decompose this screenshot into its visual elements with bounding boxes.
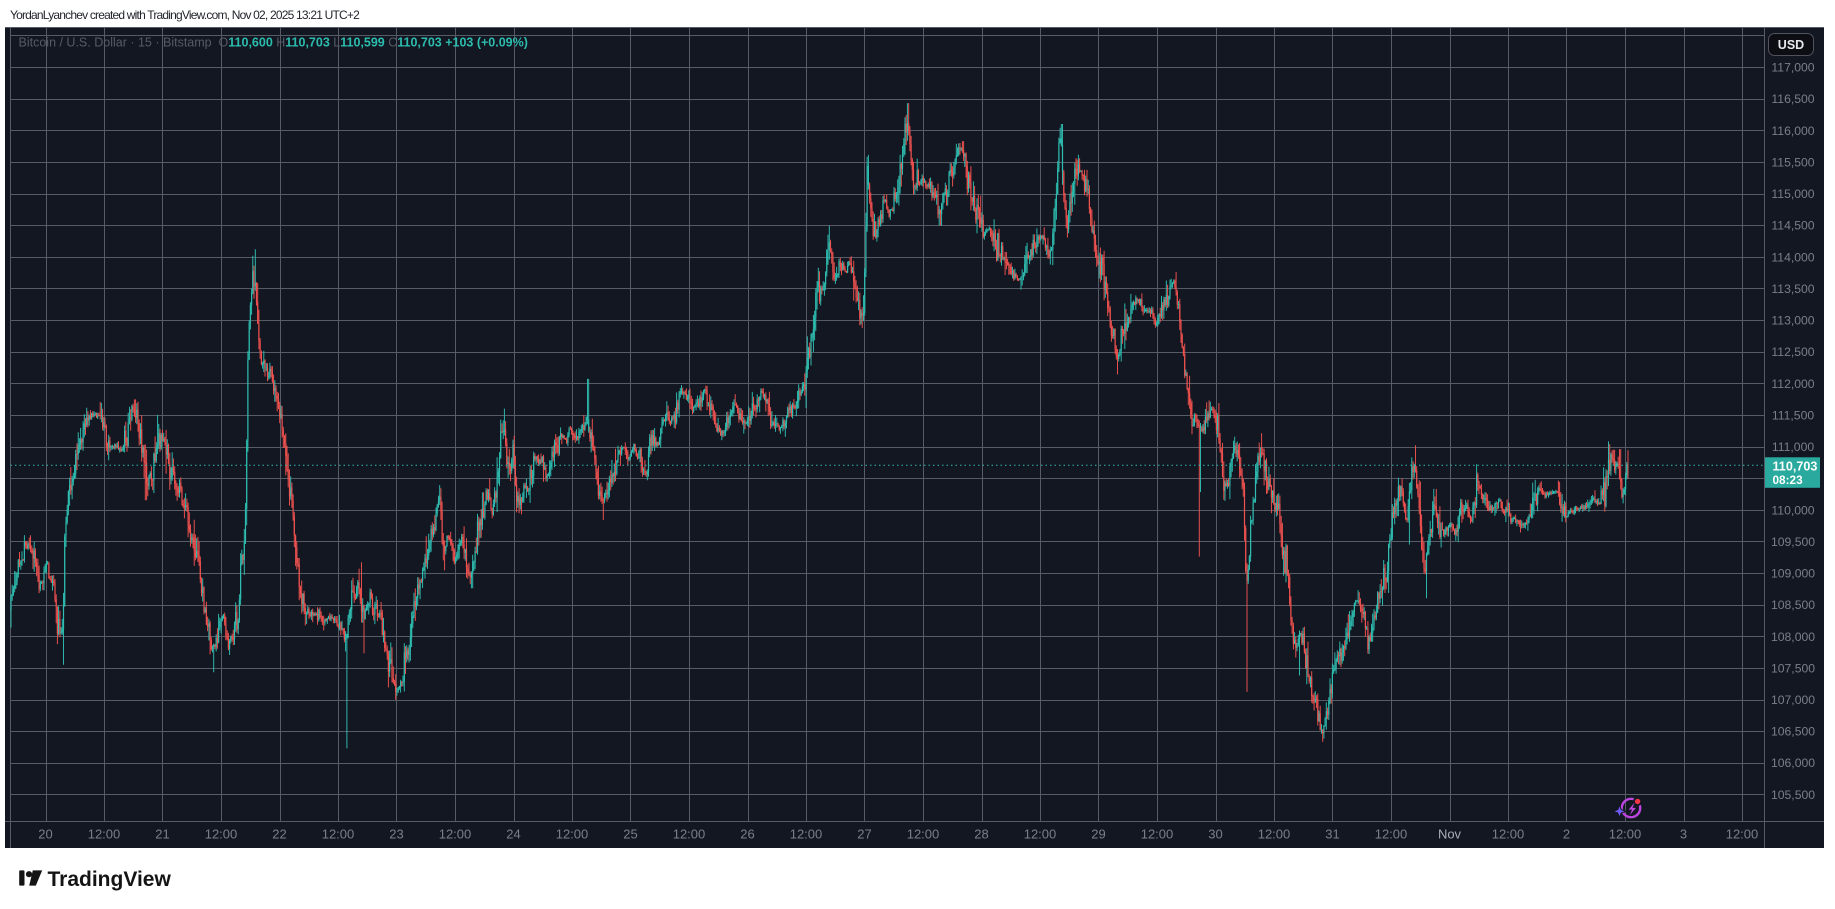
svg-text:YordanLyanchev created with Tr: YordanLyanchev created with TradingView.…: [10, 8, 360, 22]
svg-text:21: 21: [155, 827, 169, 842]
svg-text:31: 31: [1325, 827, 1339, 842]
svg-text:29: 29: [1091, 827, 1105, 842]
svg-text:111,500: 111,500: [1772, 408, 1814, 422]
svg-text:110,000: 110,000: [1771, 503, 1814, 517]
svg-text:112,000: 112,000: [1771, 377, 1814, 391]
svg-text:114,000: 114,000: [1771, 250, 1814, 264]
svg-text:12:00: 12:00: [790, 827, 823, 842]
svg-text:12:00: 12:00: [1375, 827, 1408, 842]
svg-text:110,703: 110,703: [1773, 460, 1818, 474]
svg-text:Bitcoin / U.S. Dollar · 15 · B: Bitcoin / U.S. Dollar · 15 · Bitstamp O1…: [19, 36, 528, 50]
svg-text:27: 27: [857, 827, 871, 842]
svg-text:107,500: 107,500: [1771, 661, 1815, 675]
svg-text:109,500: 109,500: [1771, 535, 1815, 549]
svg-text:12:00: 12:00: [1141, 827, 1174, 842]
svg-text:106,000: 106,000: [1771, 756, 1815, 770]
svg-text:12:00: 12:00: [88, 827, 121, 842]
svg-text:12:00: 12:00: [439, 827, 472, 842]
svg-text:12:00: 12:00: [1492, 827, 1525, 842]
svg-text:12:00: 12:00: [673, 827, 706, 842]
svg-text:08:23: 08:23: [1773, 473, 1804, 487]
svg-text:26: 26: [740, 827, 754, 842]
svg-text:105,500: 105,500: [1771, 788, 1815, 802]
svg-text:12:00: 12:00: [556, 827, 589, 842]
svg-text:USD: USD: [1778, 38, 1804, 52]
svg-text:109,000: 109,000: [1771, 567, 1815, 581]
svg-text:12:00: 12:00: [1024, 827, 1057, 842]
svg-text:23: 23: [389, 827, 403, 842]
svg-text:12:00: 12:00: [1609, 827, 1642, 842]
svg-text:TradingView: TradingView: [48, 868, 172, 891]
svg-text:116,500: 116,500: [1771, 92, 1814, 106]
svg-text:2: 2: [1563, 827, 1570, 842]
svg-text:12:00: 12:00: [1258, 827, 1291, 842]
svg-text:3: 3: [1680, 827, 1687, 842]
svg-text:107,000: 107,000: [1771, 693, 1815, 707]
svg-text:30: 30: [1208, 827, 1222, 842]
svg-text:117,000: 117,000: [1771, 61, 1814, 75]
svg-text:12:00: 12:00: [907, 827, 940, 842]
svg-text:113,000: 113,000: [1771, 314, 1814, 328]
svg-text:12:00: 12:00: [322, 827, 355, 842]
svg-text:Nov: Nov: [1438, 827, 1462, 842]
svg-text:20: 20: [38, 827, 52, 842]
svg-text:108,500: 108,500: [1771, 598, 1815, 612]
svg-text:113,500: 113,500: [1771, 282, 1814, 296]
svg-text:24: 24: [506, 827, 520, 842]
svg-text:12:00: 12:00: [205, 827, 238, 842]
svg-text:28: 28: [974, 827, 988, 842]
svg-text:22: 22: [272, 827, 286, 842]
svg-text:116,000: 116,000: [1771, 124, 1814, 138]
svg-text:108,000: 108,000: [1771, 630, 1815, 644]
svg-text:25: 25: [623, 827, 637, 842]
svg-text:114,500: 114,500: [1771, 219, 1814, 233]
svg-text:111,000: 111,000: [1772, 440, 1814, 454]
svg-text:12:00: 12:00: [1726, 827, 1759, 842]
svg-text:112,500: 112,500: [1771, 345, 1814, 359]
svg-text:115,000: 115,000: [1771, 187, 1814, 201]
svg-text:115,500: 115,500: [1771, 156, 1814, 170]
svg-text:106,500: 106,500: [1771, 725, 1815, 739]
